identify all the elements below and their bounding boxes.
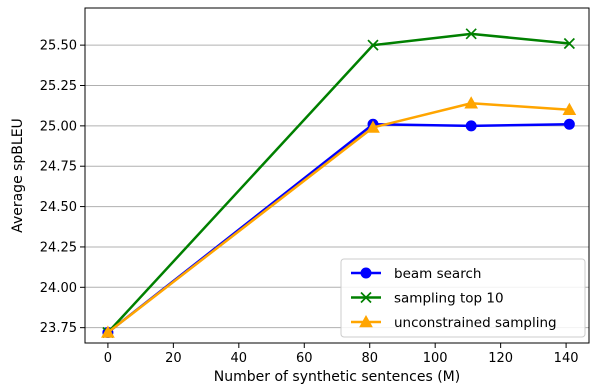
x-marker-stroke (360, 291, 372, 304)
y-gridlines (85, 44, 589, 329)
legend-box (340, 258, 586, 338)
circle-marker (360, 267, 372, 279)
y-tick-label: 25.25 (40, 79, 77, 94)
y-tick-label: 25.50 (40, 39, 77, 54)
triangle-marker (359, 314, 373, 328)
plot-frame (84, 7, 590, 344)
y-axis-ticks: 23.75 24.00 24.25 24.50 24.75 25.00 25.25 25.50 (40, 39, 85, 336)
x-tick-label: 140 (554, 351, 579, 366)
x-marker-stroke (465, 28, 477, 40)
x-tick-label: 60 (296, 351, 313, 366)
circle-marker (465, 120, 477, 132)
triangle-marker (562, 102, 577, 116)
series-line (107, 102, 570, 334)
legend-item: beam search (351, 266, 481, 282)
x-tick-label: 20 (165, 351, 182, 366)
circle-marker (563, 118, 575, 130)
y-tick-label: 24.00 (40, 281, 77, 296)
y-tick-label: 24.75 (40, 160, 77, 175)
x-tick-label: 80 (361, 351, 378, 366)
x-marker (465, 28, 477, 40)
x-tick-label: 120 (488, 351, 513, 366)
y-tick-label: 25.00 (40, 119, 77, 134)
series-line (107, 122, 570, 334)
y-tick-label: 23.75 (40, 321, 77, 336)
x-marker-stroke (367, 39, 379, 51)
series-line (106, 32, 570, 334)
x-tick-label: 100 (423, 351, 448, 366)
x-axis-ticks: 0 20 40 60 80 100 120 140 (104, 343, 579, 366)
series-layer (101, 28, 577, 339)
x-marker-stroke (563, 37, 575, 50)
legend-item: sampling top 10 (351, 291, 504, 307)
x-marker (367, 39, 379, 51)
series-unconstrained-sampling (101, 96, 577, 338)
y-tick-label: 24.50 (40, 200, 77, 215)
x-axis-label: Number of synthetic sentences (M) (214, 369, 460, 385)
triangle-marker (101, 325, 115, 338)
legend: beam search sampling top 10 unconstrained … (340, 258, 586, 338)
x-tick-label: 40 (231, 351, 248, 366)
x-tick-label: 0 (104, 351, 112, 366)
triangle-marker (366, 120, 380, 133)
legend-label: beam search (394, 266, 481, 282)
x-marker (563, 37, 575, 50)
x-marker (360, 291, 372, 304)
legend-label: sampling top 10 (394, 291, 504, 307)
legend-item: unconstrained sampling (351, 314, 557, 331)
y-tick-label: 24.25 (40, 240, 77, 255)
triangle-marker (464, 96, 479, 109)
legend-label: unconstrained sampling (394, 315, 557, 331)
y-axis-label: Average spBLEU (10, 118, 26, 233)
